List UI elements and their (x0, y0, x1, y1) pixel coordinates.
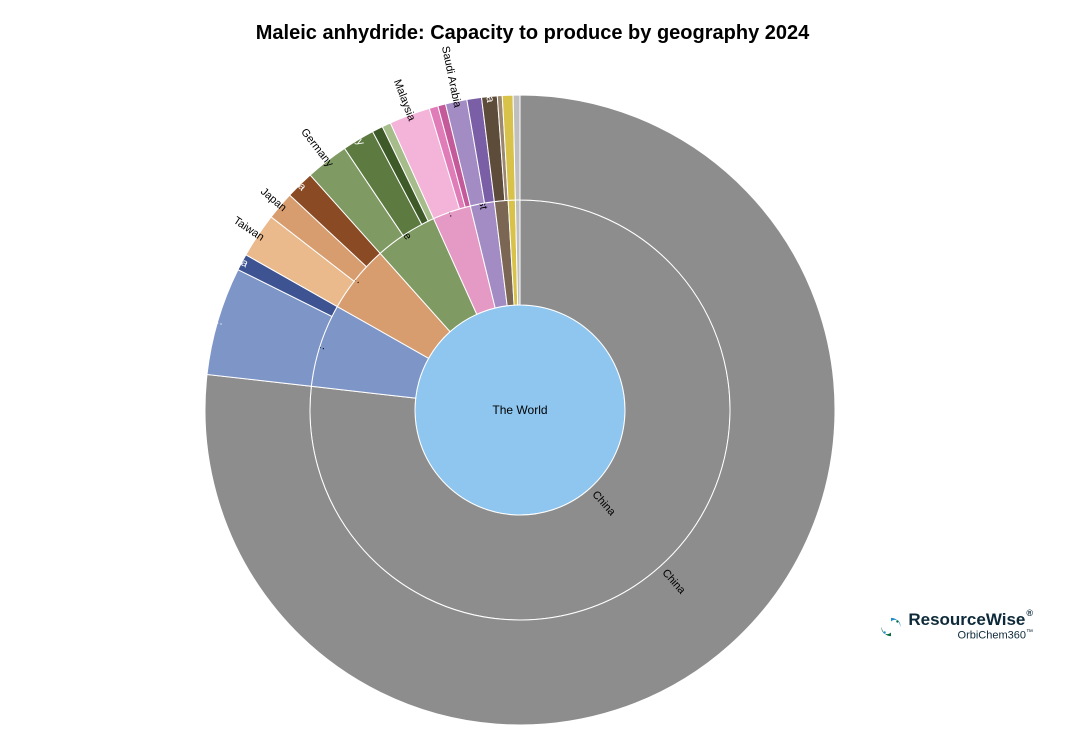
brand-logo: ResourceWise ® OrbiChem360™ (880, 611, 1033, 642)
logo-swirl-icon (880, 616, 902, 638)
logo-brand: ResourceWise ® (908, 611, 1033, 628)
logo-brand-label: ResourceWise (908, 611, 1025, 628)
slice-label: Saudi Arabia (439, 45, 464, 109)
center-node (415, 305, 625, 515)
logo-subbrand: OrbiChem360™ (908, 629, 1033, 642)
logo-text: ResourceWise ® OrbiChem360™ (908, 611, 1033, 642)
registered-icon: ® (1026, 609, 1033, 618)
tm-icon: ™ (1026, 629, 1033, 636)
slice-label: United Stat… (159, 298, 225, 328)
logo-sub-label: OrbiChem360 (958, 630, 1026, 642)
